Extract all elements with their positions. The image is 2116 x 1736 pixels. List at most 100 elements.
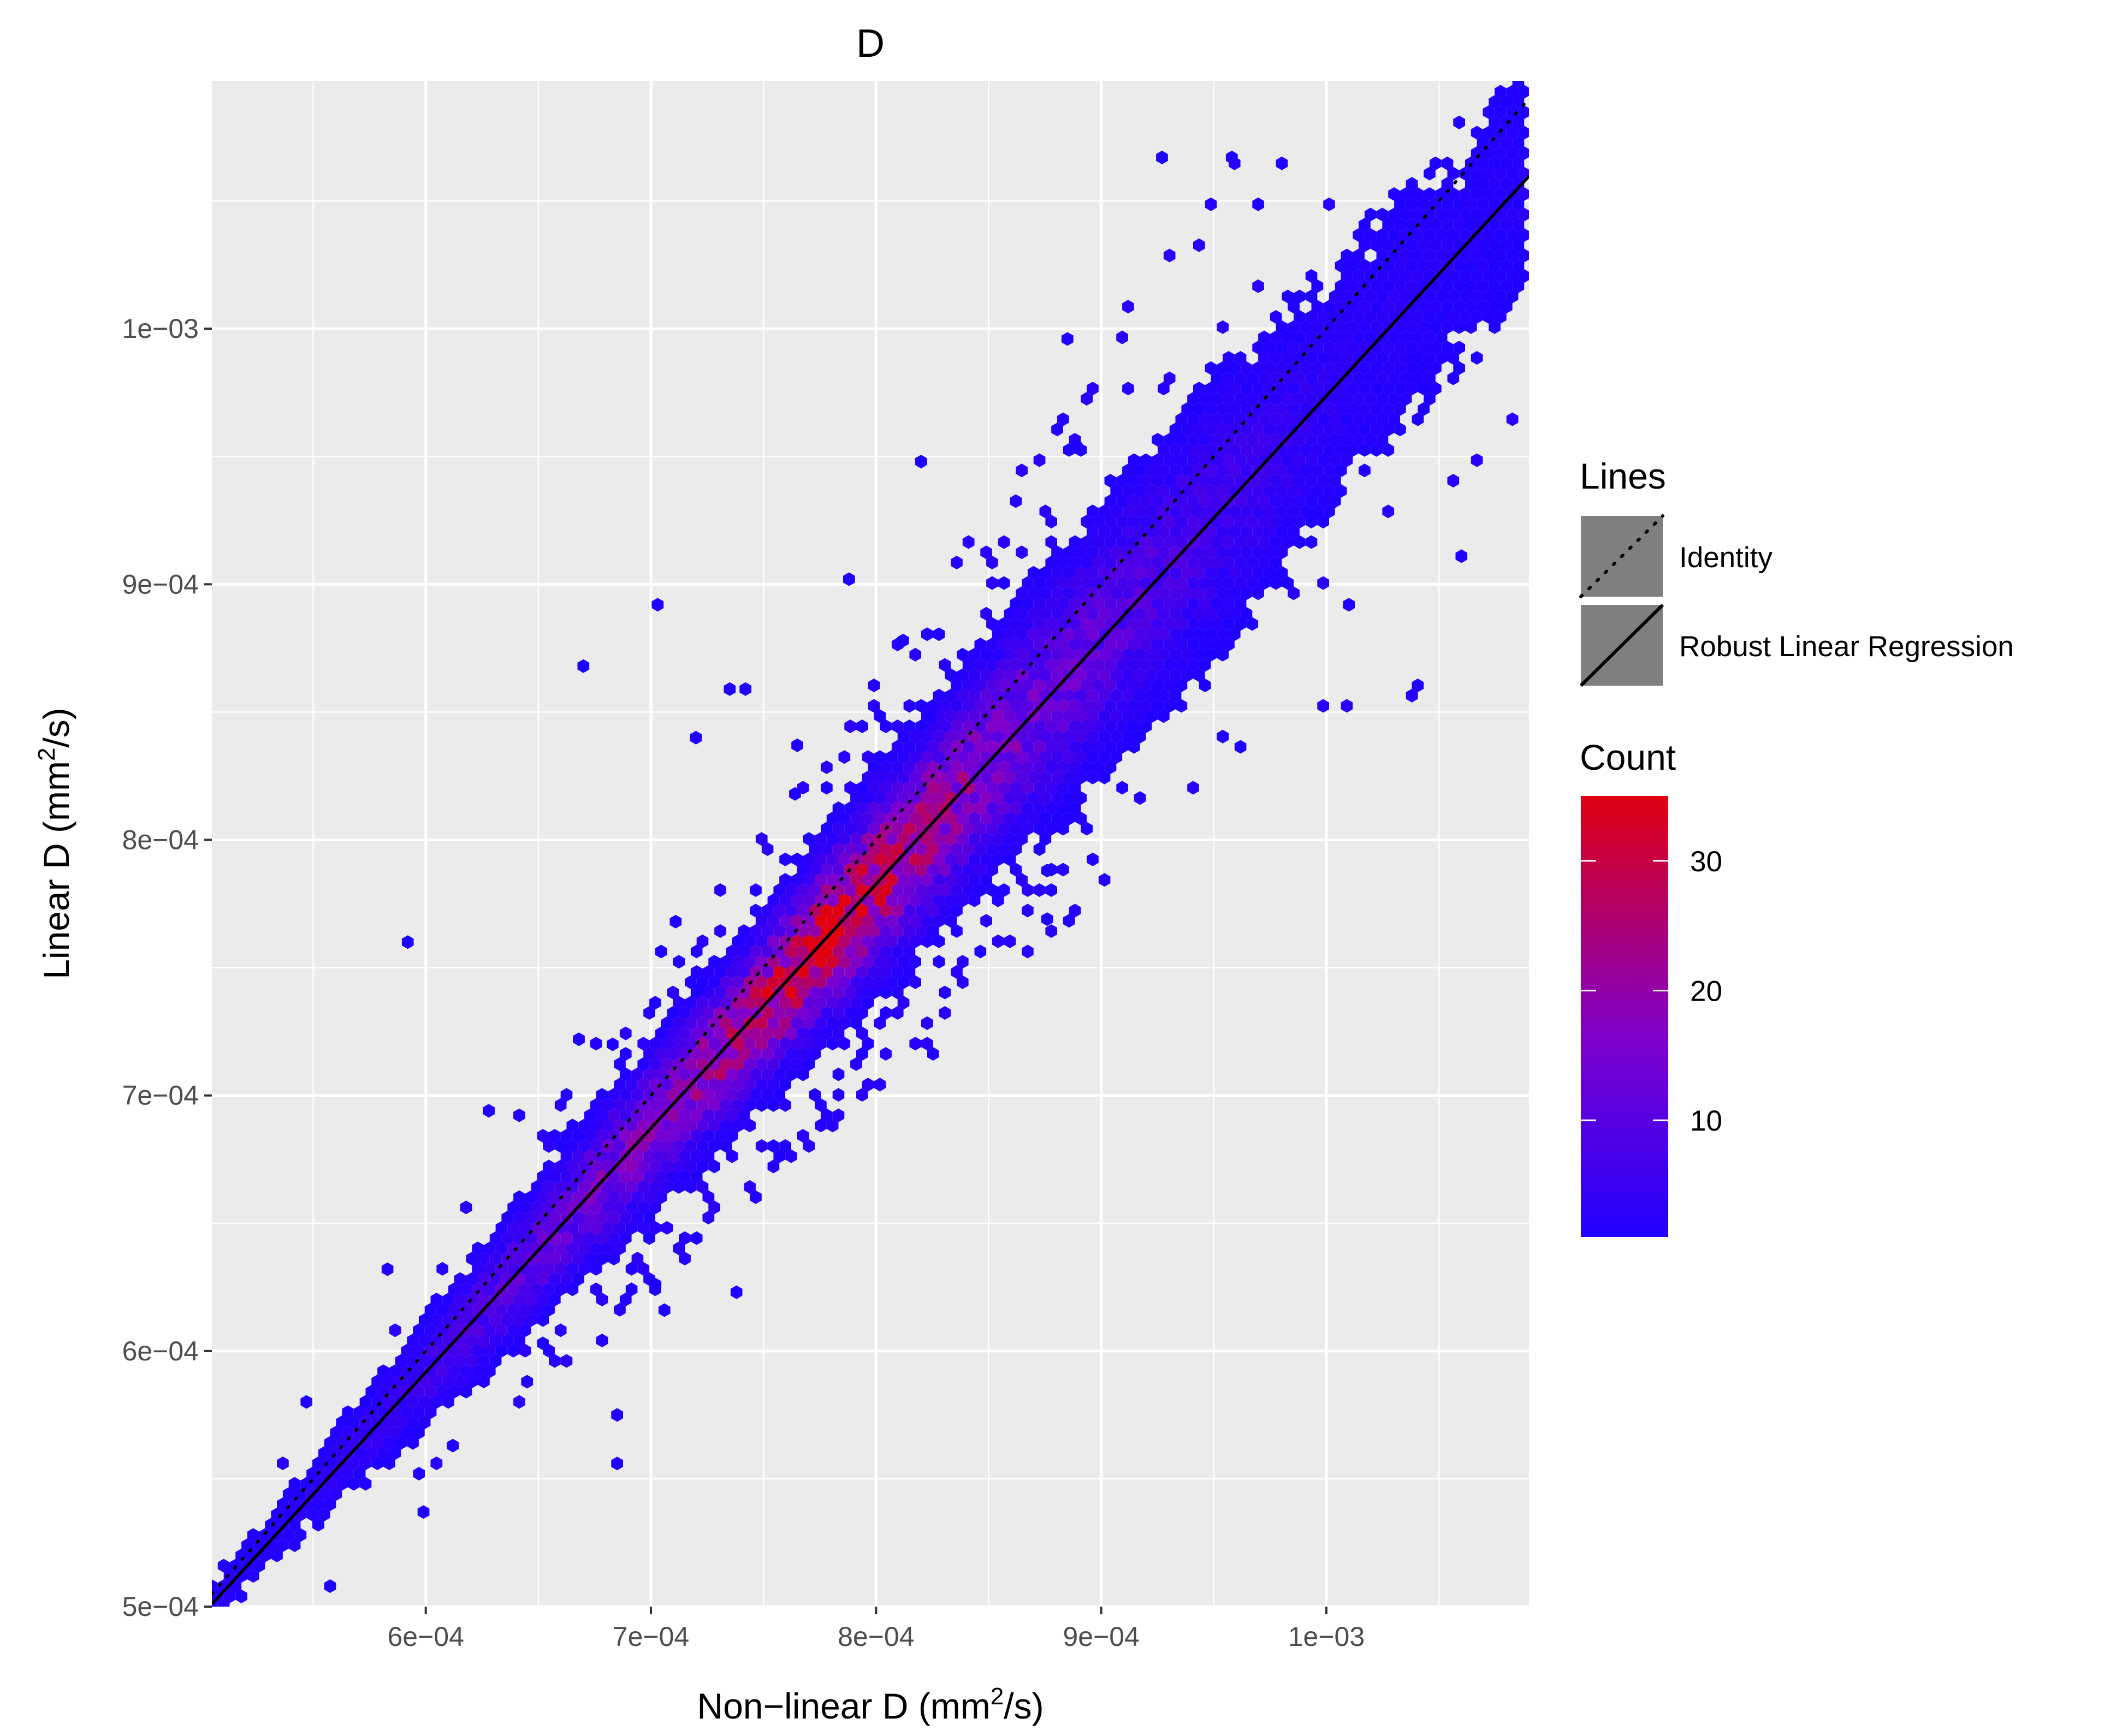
hex-cell — [1087, 545, 1099, 560]
hex-cell — [1128, 679, 1140, 692]
hex-cell — [1353, 330, 1365, 344]
hex-cell — [761, 965, 774, 979]
hex-cell — [1104, 720, 1117, 733]
hex-cell — [702, 985, 715, 1000]
legend-key-regression-line — [1579, 603, 1664, 687]
hex-cell — [1075, 811, 1087, 825]
hex-cell — [986, 822, 998, 836]
hex-cell — [484, 1241, 496, 1256]
hex-cell — [1264, 504, 1276, 519]
hex-cell — [1175, 433, 1188, 447]
hex-cell — [395, 1395, 407, 1409]
hex-cell — [489, 1354, 502, 1368]
hex-cell — [1459, 187, 1471, 201]
hex-cell — [430, 1375, 443, 1388]
hex-cell — [1376, 289, 1389, 304]
hex-cell — [838, 934, 851, 948]
hex-cell — [342, 1466, 354, 1481]
hex-cell — [1016, 832, 1028, 846]
hex-cell — [939, 1006, 951, 1020]
hex-cell — [1010, 494, 1022, 508]
hex-cell — [448, 1303, 460, 1317]
hex-cell — [1435, 248, 1448, 263]
hex-cell — [1317, 330, 1329, 344]
hex-cell — [1057, 597, 1069, 610]
hex-cell — [507, 1241, 519, 1256]
hex-cell — [1471, 269, 1483, 283]
hex-cell — [1075, 545, 1087, 560]
hex-cell — [992, 791, 1004, 805]
hex-cell — [1016, 791, 1028, 805]
hex-cell — [1430, 361, 1442, 375]
hex-cell — [679, 1170, 691, 1184]
hex-cell — [1211, 617, 1223, 631]
hex-cell — [608, 1252, 620, 1265]
hex-cell — [1270, 310, 1282, 324]
hex-cell — [1430, 382, 1442, 396]
hex-cell — [1234, 515, 1247, 528]
hex-cell — [909, 750, 921, 764]
hex-cell — [1169, 688, 1182, 703]
hex-cell — [874, 709, 886, 723]
hex-cell — [1223, 638, 1235, 651]
x-tick-label: 1e−03 — [1288, 1621, 1365, 1652]
hex-cell — [1299, 484, 1312, 498]
hex-cell — [1305, 289, 1318, 304]
hex-cell — [1181, 525, 1193, 539]
hex-cell — [348, 1456, 360, 1470]
hex-cell — [1146, 484, 1158, 498]
hex-cell — [1211, 371, 1223, 385]
hex-cell — [1270, 494, 1282, 508]
hex-cell — [673, 1119, 685, 1133]
hex-cell — [868, 944, 880, 959]
hex-cell — [880, 720, 892, 733]
hex-cell — [1323, 484, 1335, 498]
hex-cell — [1388, 412, 1400, 426]
hex-cell — [318, 1446, 330, 1460]
hex-cell — [874, 1078, 886, 1092]
hex-cell — [738, 1006, 750, 1020]
hex-cell — [809, 883, 821, 897]
hex-cell — [643, 1170, 655, 1184]
hex-cell — [596, 1252, 608, 1265]
hex-cell — [342, 1425, 354, 1440]
hex-cell — [1465, 177, 1477, 191]
hex-cell — [1134, 688, 1146, 703]
hex-cell — [1252, 279, 1264, 293]
hex-cell — [454, 1375, 466, 1388]
hex-cell — [1305, 351, 1318, 365]
hex-cell — [1282, 371, 1294, 385]
hex-cell — [690, 1026, 703, 1041]
hex-cell — [1128, 720, 1140, 733]
hex-cell — [1252, 402, 1264, 416]
hex-cell — [1175, 453, 1188, 467]
hex-cell — [1187, 658, 1199, 672]
hex-cell — [986, 883, 998, 897]
hex-cell — [826, 975, 839, 989]
hex-cell — [1276, 566, 1288, 580]
hex-cell — [1146, 607, 1158, 621]
hex-cell — [223, 1589, 236, 1603]
hex-cell-outlier — [1225, 151, 1238, 164]
hex-cell — [554, 1323, 567, 1337]
hex-cell — [1495, 85, 1507, 99]
hex-cell — [915, 842, 927, 856]
hex-cell — [1347, 320, 1359, 334]
hex-cell — [785, 1067, 797, 1081]
hex-cell — [1045, 883, 1057, 897]
hex-cell — [667, 1026, 679, 1041]
hex-cell — [962, 801, 975, 815]
hex-cell — [980, 811, 992, 825]
hex-cell — [1045, 658, 1057, 672]
hex-cell — [1382, 361, 1395, 375]
hex-cell — [1305, 392, 1318, 406]
hex-cell — [1217, 566, 1229, 580]
hex-cell — [1063, 811, 1075, 825]
hex-cell — [886, 811, 898, 825]
hex-cell — [1205, 484, 1217, 498]
hex-cell — [1246, 515, 1259, 528]
hex-cell — [791, 893, 803, 907]
hex-cell — [927, 842, 939, 856]
hex-cell — [968, 832, 981, 846]
hex-cell — [1027, 709, 1040, 723]
